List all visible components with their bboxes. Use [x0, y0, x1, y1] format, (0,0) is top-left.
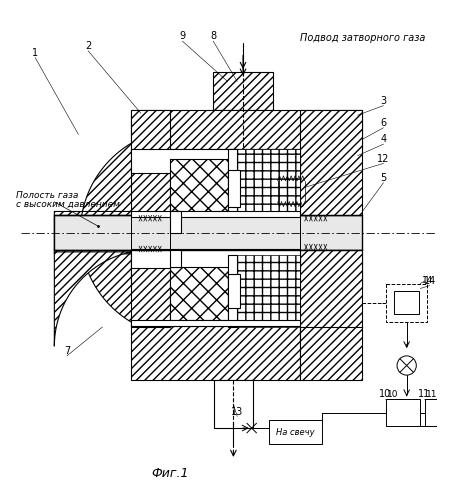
Text: 2: 2	[85, 41, 91, 51]
Bar	[237, 255, 300, 327]
Bar	[131, 320, 300, 326]
Text: с высоким давлением: с высоким давлением	[16, 200, 120, 209]
Text: 10: 10	[387, 390, 399, 399]
Bar	[131, 250, 170, 327]
Text: 3: 3	[381, 96, 386, 106]
Text: 12: 12	[377, 154, 390, 164]
Text: 7: 7	[64, 346, 70, 356]
Text: 11: 11	[426, 390, 438, 399]
Bar	[131, 250, 362, 288]
Bar	[170, 250, 181, 267]
Text: 14: 14	[422, 276, 434, 285]
Text: 13: 13	[231, 407, 243, 417]
Text: 11: 11	[418, 389, 430, 399]
Polygon shape	[54, 250, 150, 346]
Text: Фиг.1: Фиг.1	[151, 467, 188, 480]
Bar	[131, 212, 300, 217]
Bar	[227, 170, 240, 207]
Bar	[170, 212, 181, 233]
Bar	[170, 159, 227, 212]
Bar	[227, 274, 240, 308]
Bar	[131, 110, 170, 216]
Text: Полость газа: Полость газа	[16, 191, 78, 200]
Text: Подвод затворного газа: Подвод затворного газа	[300, 33, 425, 43]
Bar	[214, 380, 253, 428]
Text: 1: 1	[32, 47, 38, 57]
Bar	[131, 110, 362, 149]
Bar	[54, 216, 362, 250]
Bar	[394, 291, 419, 314]
Text: 8: 8	[210, 31, 216, 41]
Bar	[300, 110, 362, 216]
Bar	[227, 149, 237, 216]
Text: 6: 6	[381, 118, 386, 128]
Bar	[227, 255, 237, 327]
Text: 14: 14	[424, 276, 436, 286]
Text: 4: 4	[381, 134, 386, 144]
Circle shape	[397, 356, 416, 375]
Bar	[386, 283, 427, 322]
Bar	[131, 249, 300, 268]
Bar	[386, 399, 420, 426]
Bar	[237, 149, 300, 216]
Bar	[269, 420, 322, 445]
Bar	[170, 267, 227, 320]
Text: 9: 9	[179, 31, 185, 41]
Polygon shape	[54, 129, 184, 337]
Bar	[300, 250, 362, 327]
Bar	[300, 326, 362, 380]
Text: 5: 5	[381, 173, 387, 183]
Bar	[131, 149, 300, 173]
Bar	[425, 399, 453, 426]
Bar	[131, 326, 300, 380]
Text: 10: 10	[379, 389, 392, 399]
Bar	[213, 72, 273, 110]
Text: На свечу: На свечу	[276, 428, 314, 438]
